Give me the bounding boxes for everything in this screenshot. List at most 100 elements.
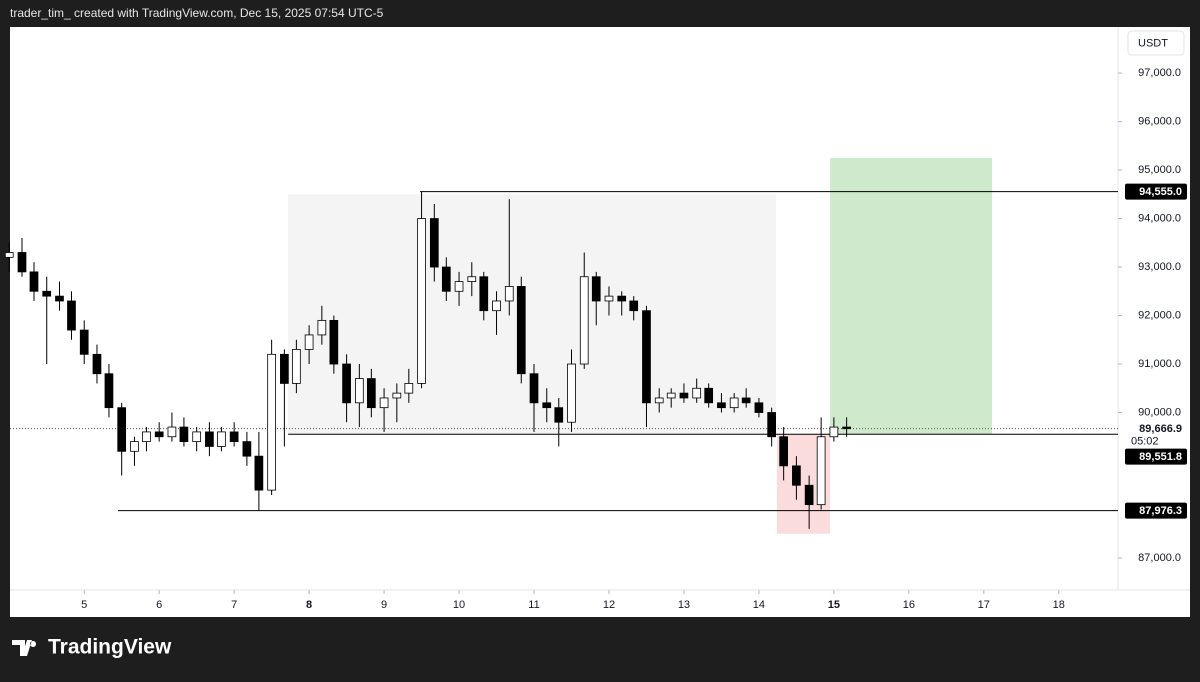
currency: USDT xyxy=(1138,37,1168,49)
candle-body xyxy=(479,276,489,312)
candle-body xyxy=(804,484,814,506)
candle-body xyxy=(29,271,39,292)
candle-body xyxy=(717,402,726,409)
candle-body xyxy=(55,295,64,302)
candle-body xyxy=(516,286,526,375)
level-label: 87,976.3 xyxy=(1139,505,1182,517)
x-tick-label: 5 xyxy=(81,599,87,611)
last-price-label-box xyxy=(1125,420,1187,437)
level-label: 94,555.0 xyxy=(1139,186,1182,198)
y-tick-label: 97,000.0 xyxy=(1138,67,1181,79)
candle-body xyxy=(666,392,676,399)
y-tick-label: 95,000.0 xyxy=(1138,164,1181,176)
candle-body xyxy=(267,353,276,491)
header: trader_tim_ created with TradingView.com… xyxy=(10,6,384,20)
candle-body xyxy=(404,383,414,394)
candle-body xyxy=(642,310,651,404)
currency-box[interactable] xyxy=(1127,30,1185,56)
y-tick-label: 92,000.0 xyxy=(1138,309,1181,321)
candle-body xyxy=(779,436,789,467)
candle-body xyxy=(792,465,801,486)
candle-body xyxy=(329,319,339,365)
candle-body xyxy=(829,426,839,438)
candle-body xyxy=(529,373,539,404)
level-label-box xyxy=(1125,502,1187,519)
y-tick-label: 90,000.0 xyxy=(1138,406,1181,418)
candle-body xyxy=(617,295,627,302)
candle-body xyxy=(67,300,76,331)
logo xyxy=(12,640,37,656)
candle-body xyxy=(692,387,702,399)
last-price-label: 89,666.9 xyxy=(1139,423,1182,435)
x-tick-label: 11 xyxy=(528,599,539,611)
y-tick-label: 93,000.0 xyxy=(1138,261,1181,273)
candle-body xyxy=(4,252,14,258)
candle-body xyxy=(654,397,664,404)
candle-body xyxy=(17,252,27,273)
candle-body xyxy=(567,363,576,423)
candle-body xyxy=(579,276,589,365)
candle-body xyxy=(254,455,264,491)
candle-body xyxy=(142,431,151,443)
candle-body xyxy=(42,290,52,297)
candle-body xyxy=(417,218,426,384)
candle-body xyxy=(754,402,764,413)
candle-body xyxy=(729,397,739,409)
x-tick-label: 9 xyxy=(381,599,387,611)
x-tick-label: 8 xyxy=(306,599,312,611)
candle-body xyxy=(454,281,464,292)
candle-body xyxy=(79,329,89,355)
candle-body xyxy=(117,407,127,452)
candle-body xyxy=(192,431,202,443)
level-label: 89,551.8 xyxy=(1139,451,1182,463)
candle-body xyxy=(366,378,376,409)
candle-body xyxy=(467,276,477,282)
candle-body xyxy=(704,387,714,404)
candle-body xyxy=(342,363,351,404)
candle-body xyxy=(504,286,514,302)
countdown: 05:02 xyxy=(1131,436,1159,448)
candle-body xyxy=(205,431,214,447)
candle-body xyxy=(392,392,402,399)
x-tick-label: 15 xyxy=(828,599,840,611)
candle-body xyxy=(429,218,439,268)
candle-body xyxy=(554,407,564,423)
candle-body xyxy=(179,426,189,443)
candle-body xyxy=(217,431,226,447)
candle-body xyxy=(842,426,851,430)
x-tick-label: 14 xyxy=(753,599,765,611)
candle-body xyxy=(354,378,364,404)
candle-body xyxy=(130,441,139,452)
candle-body xyxy=(317,319,327,336)
candle-body xyxy=(104,373,114,409)
x-tick-label: 13 xyxy=(678,599,690,611)
x-tick-label: 17 xyxy=(978,599,990,611)
candle-body xyxy=(604,295,614,302)
x-tick-label: 18 xyxy=(1053,599,1065,611)
y-tick-label: 91,000.0 xyxy=(1138,358,1181,370)
y-tick-label: 94,000.0 xyxy=(1138,212,1181,224)
candle-body xyxy=(767,412,777,438)
candle-body xyxy=(92,353,102,375)
candle-body xyxy=(229,431,239,443)
candle-body xyxy=(629,300,639,312)
candle-body xyxy=(679,392,689,399)
candle-body xyxy=(542,402,552,409)
candle-body xyxy=(304,334,314,350)
candle-body xyxy=(741,397,751,404)
level-label-box xyxy=(1125,448,1187,465)
zone xyxy=(830,157,993,435)
candle-body xyxy=(242,441,252,457)
level-label-box xyxy=(1125,183,1187,200)
y-tick-label: 96,000.0 xyxy=(1138,115,1181,127)
x-tick-label: 12 xyxy=(603,599,615,611)
x-tick-label: 6 xyxy=(156,599,162,611)
candle-body xyxy=(379,397,389,409)
x-tick-label: 10 xyxy=(453,599,465,611)
candle-body xyxy=(292,349,301,384)
candle-body xyxy=(492,300,501,312)
candle-body xyxy=(280,353,289,384)
candle-body xyxy=(154,431,164,438)
y-tick-label: 87,000.0 xyxy=(1138,552,1181,564)
